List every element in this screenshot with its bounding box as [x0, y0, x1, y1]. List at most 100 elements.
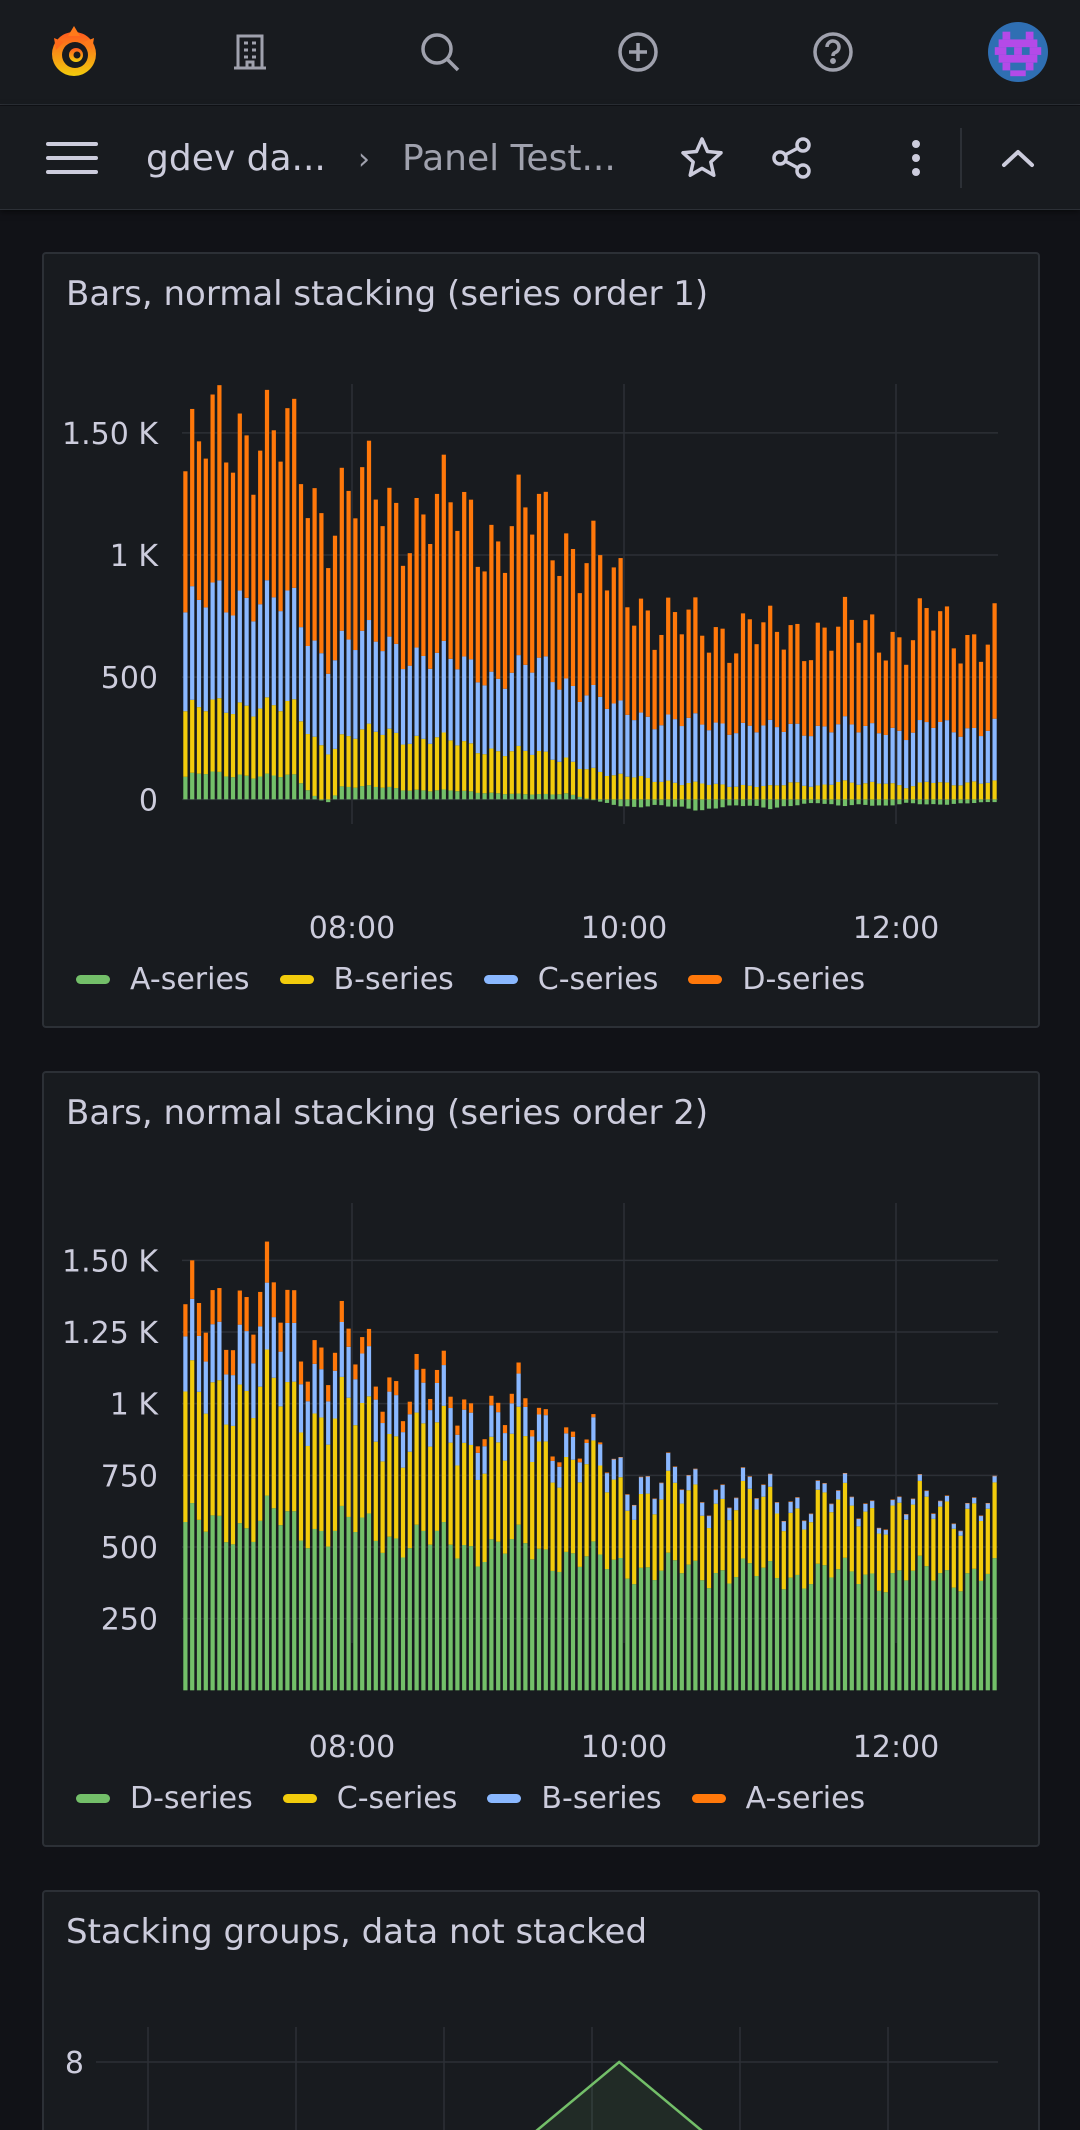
bar-segment: [972, 799, 977, 804]
legend-item[interactable]: B-series: [487, 1781, 662, 1816]
bar-segment: [761, 1496, 766, 1568]
bar-segment: [917, 782, 922, 800]
bar-segment: [502, 794, 508, 800]
bar-segment: [237, 1324, 242, 1385]
bar-segment: [870, 723, 875, 782]
breadcrumb-dashboard[interactable]: gdev da...: [146, 138, 326, 179]
legend-item[interactable]: D-series: [688, 962, 865, 997]
bar-segment: [523, 507, 528, 665]
bar-segment: [407, 665, 412, 744]
legend-swatch: [487, 1794, 522, 1803]
bar-segment: [210, 582, 215, 700]
bar-segment: [339, 1300, 344, 1322]
bar-segment: [292, 1381, 297, 1512]
bar-chart-order-2[interactable]: 08:00 10:00 12:00 250 500 750 1 K 1.25 K 1.50 K: [44, 1073, 1040, 1763]
bar-segment: [217, 1321, 222, 1381]
share-icon[interactable]: [766, 132, 818, 184]
bar-segment: [258, 450, 263, 605]
bar-segment: [428, 1544, 433, 1691]
bar-segment: [604, 775, 610, 800]
legend-item[interactable]: C-series: [483, 962, 658, 997]
bar-segment: [836, 781, 841, 800]
bar-segment: [496, 1402, 501, 1413]
bar-segment: [536, 493, 542, 658]
bar-segment: [917, 1480, 922, 1556]
bar-segment: [815, 1480, 820, 1481]
legend-item[interactable]: C-series: [282, 1781, 457, 1816]
bar-segment: [244, 597, 249, 706]
bar-segment: [577, 796, 582, 800]
bar-segment: [502, 1553, 508, 1691]
help-icon[interactable]: [803, 22, 863, 82]
bar-segment: [910, 732, 916, 787]
bar-segment: [890, 1499, 895, 1501]
bar-segment: [332, 1418, 338, 1531]
bar-segment: [210, 1290, 215, 1325]
bar-segment: [190, 772, 195, 800]
bar-segment: [210, 394, 215, 583]
bar-segment: [298, 1540, 304, 1691]
bar-segment: [924, 799, 929, 805]
panel-bars-order-2[interactable]: Bars, normal stacking (series order 2) 0…: [42, 1071, 1040, 1847]
bar-segment: [298, 1361, 304, 1385]
bar-segment: [761, 1567, 766, 1691]
bar-segment: [448, 1442, 453, 1545]
bar-segment: [380, 1552, 385, 1691]
bar-segment: [842, 780, 848, 800]
bar-segment: [285, 1382, 290, 1512]
legend-swatch: [691, 1794, 726, 1803]
bar-segment: [788, 1501, 793, 1513]
bar-segment: [516, 1362, 521, 1374]
bar-segment: [346, 1328, 351, 1347]
grafana-logo-icon[interactable]: [44, 22, 104, 82]
bar-segment: [747, 725, 752, 786]
chevron-up-icon[interactable]: [992, 132, 1044, 184]
more-vertical-icon[interactable]: [890, 132, 942, 184]
bar-segment: [536, 657, 542, 752]
bar-segment: [237, 1290, 242, 1325]
bar-segment: [666, 1552, 671, 1691]
line-chart-stacking-groups[interactable]: 8: [44, 1892, 1040, 2130]
user-avatar-icon[interactable]: [988, 22, 1048, 82]
bar-segment: [795, 1497, 800, 1498]
bar-segment: [332, 660, 338, 749]
bar-segment: [421, 1530, 426, 1691]
bar-segment: [210, 1515, 215, 1691]
bar-segment: [237, 413, 242, 591]
bar-segment: [876, 1533, 882, 1591]
bar-segment: [910, 799, 916, 804]
bar-segment: [727, 799, 732, 806]
panel-bars-order-1[interactable]: Bars, normal stacking (series order 1) 0…: [42, 252, 1040, 1028]
bar-segment: [638, 712, 644, 776]
bar-segment: [795, 723, 800, 783]
star-icon[interactable]: [676, 132, 728, 184]
bar-segment: [387, 636, 392, 729]
bar-segment: [190, 1260, 195, 1299]
bar-segment: [441, 1365, 446, 1406]
bar-segment: [917, 1555, 922, 1691]
building-icon[interactable]: [220, 22, 280, 82]
legend-item[interactable]: B-series: [279, 962, 454, 997]
bar-segment: [761, 1484, 766, 1497]
legend-item[interactable]: D-series: [76, 1781, 253, 1816]
bar-segment: [258, 1520, 263, 1691]
search-icon[interactable]: [410, 22, 470, 82]
x-tick-label: 12:00: [853, 911, 939, 944]
bar-segment: [924, 722, 929, 782]
bar-segment: [230, 1425, 236, 1545]
bar-segment: [781, 799, 786, 807]
bar-segment: [196, 707, 202, 774]
legend-item[interactable]: A-series: [691, 1781, 865, 1816]
bar-segment: [217, 1380, 222, 1516]
breadcrumb-current-panel[interactable]: Panel Test...: [402, 138, 616, 179]
menu-icon[interactable]: [46, 132, 98, 184]
bar-segment: [700, 799, 705, 811]
bar-segment: [917, 1474, 922, 1481]
panel-stacking-groups[interactable]: Stacking groups, data not stacked 8: [42, 1890, 1040, 2130]
bar-segment: [713, 1503, 718, 1574]
bar-chart-order-1[interactable]: 08:00 10:00 12:00 0 500 1 K 1.50 K: [44, 254, 1040, 944]
bar-segment: [421, 790, 426, 800]
legend-item[interactable]: A-series: [76, 962, 250, 997]
add-circle-icon[interactable]: [608, 22, 668, 82]
bar-segment: [706, 799, 712, 809]
